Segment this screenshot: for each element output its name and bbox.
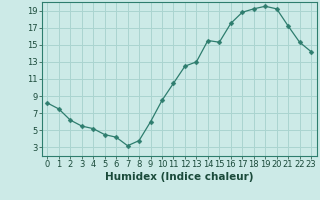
X-axis label: Humidex (Indice chaleur): Humidex (Indice chaleur)	[105, 172, 253, 182]
